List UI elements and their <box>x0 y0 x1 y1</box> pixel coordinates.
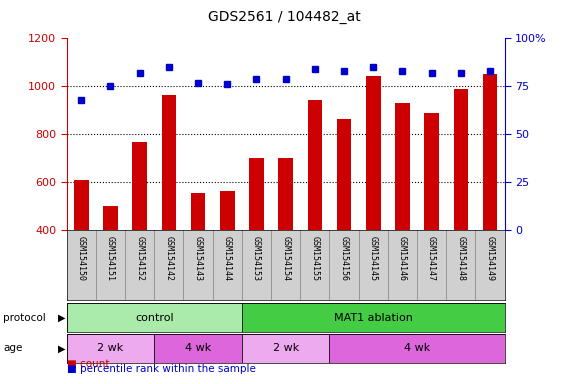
Text: GSM154155: GSM154155 <box>310 236 320 281</box>
Bar <box>425 113 439 326</box>
Bar <box>220 191 234 326</box>
Bar <box>242 334 329 363</box>
Text: age: age <box>3 343 22 354</box>
Text: 2 wk: 2 wk <box>273 343 299 354</box>
Bar <box>307 99 322 326</box>
Bar <box>278 158 293 326</box>
Bar <box>67 303 242 332</box>
Text: GSM154151: GSM154151 <box>106 236 115 281</box>
Text: GSM154146: GSM154146 <box>398 236 407 281</box>
Bar <box>191 193 205 326</box>
Text: ■ percentile rank within the sample: ■ percentile rank within the sample <box>67 364 256 374</box>
Text: GSM154150: GSM154150 <box>77 236 86 281</box>
Bar <box>242 303 505 332</box>
Text: GSM154143: GSM154143 <box>194 236 202 281</box>
Text: ■ count: ■ count <box>67 359 109 369</box>
Text: control: control <box>135 313 173 323</box>
Bar <box>366 76 380 326</box>
Text: GSM154154: GSM154154 <box>281 236 290 281</box>
Bar <box>132 142 147 326</box>
Text: 2 wk: 2 wk <box>97 343 124 354</box>
Text: GSM154153: GSM154153 <box>252 236 261 281</box>
Bar <box>249 158 264 326</box>
Text: GSM154149: GSM154149 <box>485 236 495 281</box>
Text: GSM154147: GSM154147 <box>427 236 436 281</box>
Text: MAT1 ablation: MAT1 ablation <box>334 313 412 323</box>
Bar <box>395 103 409 326</box>
Text: GSM154142: GSM154142 <box>164 236 173 281</box>
Text: protocol: protocol <box>3 313 46 323</box>
Text: GSM154152: GSM154152 <box>135 236 144 281</box>
Text: 4 wk: 4 wk <box>185 343 211 354</box>
Text: GSM154156: GSM154156 <box>339 236 349 281</box>
Bar <box>329 334 505 363</box>
Bar <box>483 74 497 326</box>
Text: GSM154144: GSM154144 <box>223 236 232 281</box>
Text: ▶: ▶ <box>58 313 66 323</box>
Bar <box>337 119 351 326</box>
Bar <box>74 180 89 326</box>
Bar <box>454 89 468 326</box>
Bar <box>103 207 118 326</box>
Text: ▶: ▶ <box>58 343 66 354</box>
Bar <box>154 334 242 363</box>
Bar <box>67 334 154 363</box>
Text: GDS2561 / 104482_at: GDS2561 / 104482_at <box>208 10 361 23</box>
Text: GSM154148: GSM154148 <box>456 236 465 281</box>
Text: 4 wk: 4 wk <box>404 343 430 354</box>
Bar <box>162 95 176 326</box>
Text: GSM154145: GSM154145 <box>369 236 378 281</box>
